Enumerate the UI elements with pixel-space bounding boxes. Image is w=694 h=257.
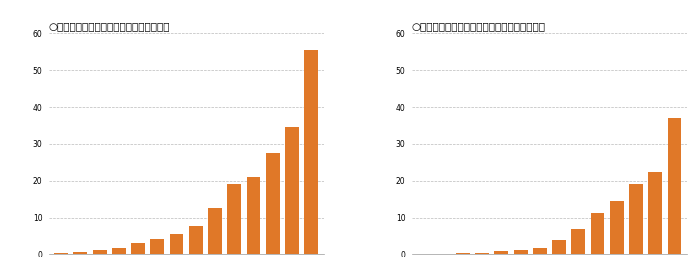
Bar [475,253,489,254]
Bar [208,208,222,254]
Bar [591,213,604,254]
Bar [228,185,242,254]
Bar [74,252,87,254]
Bar [189,226,203,254]
Bar [610,201,624,254]
Bar [571,229,585,254]
Text: ○企業規模別の直接投資企業の割合（全産業）: ○企業規模別の直接投資企業の割合（全産業） [412,21,546,31]
Bar [93,250,106,254]
Bar [494,252,508,254]
Bar [552,241,566,254]
Bar [131,243,145,254]
Bar [285,127,299,254]
Bar [533,248,547,254]
Bar [456,253,470,254]
Bar [246,177,260,254]
Bar [151,239,164,254]
Bar [305,50,319,254]
Bar [266,153,280,254]
Bar [54,253,68,254]
Bar [514,250,527,254]
Bar [112,248,126,254]
Bar [648,172,662,254]
Bar [668,118,682,254]
Bar [629,185,643,254]
Text: ○企業規模別の輸出企業の割合（製造業）: ○企業規模別の輸出企業の割合（製造業） [49,21,170,31]
Bar [169,234,183,254]
